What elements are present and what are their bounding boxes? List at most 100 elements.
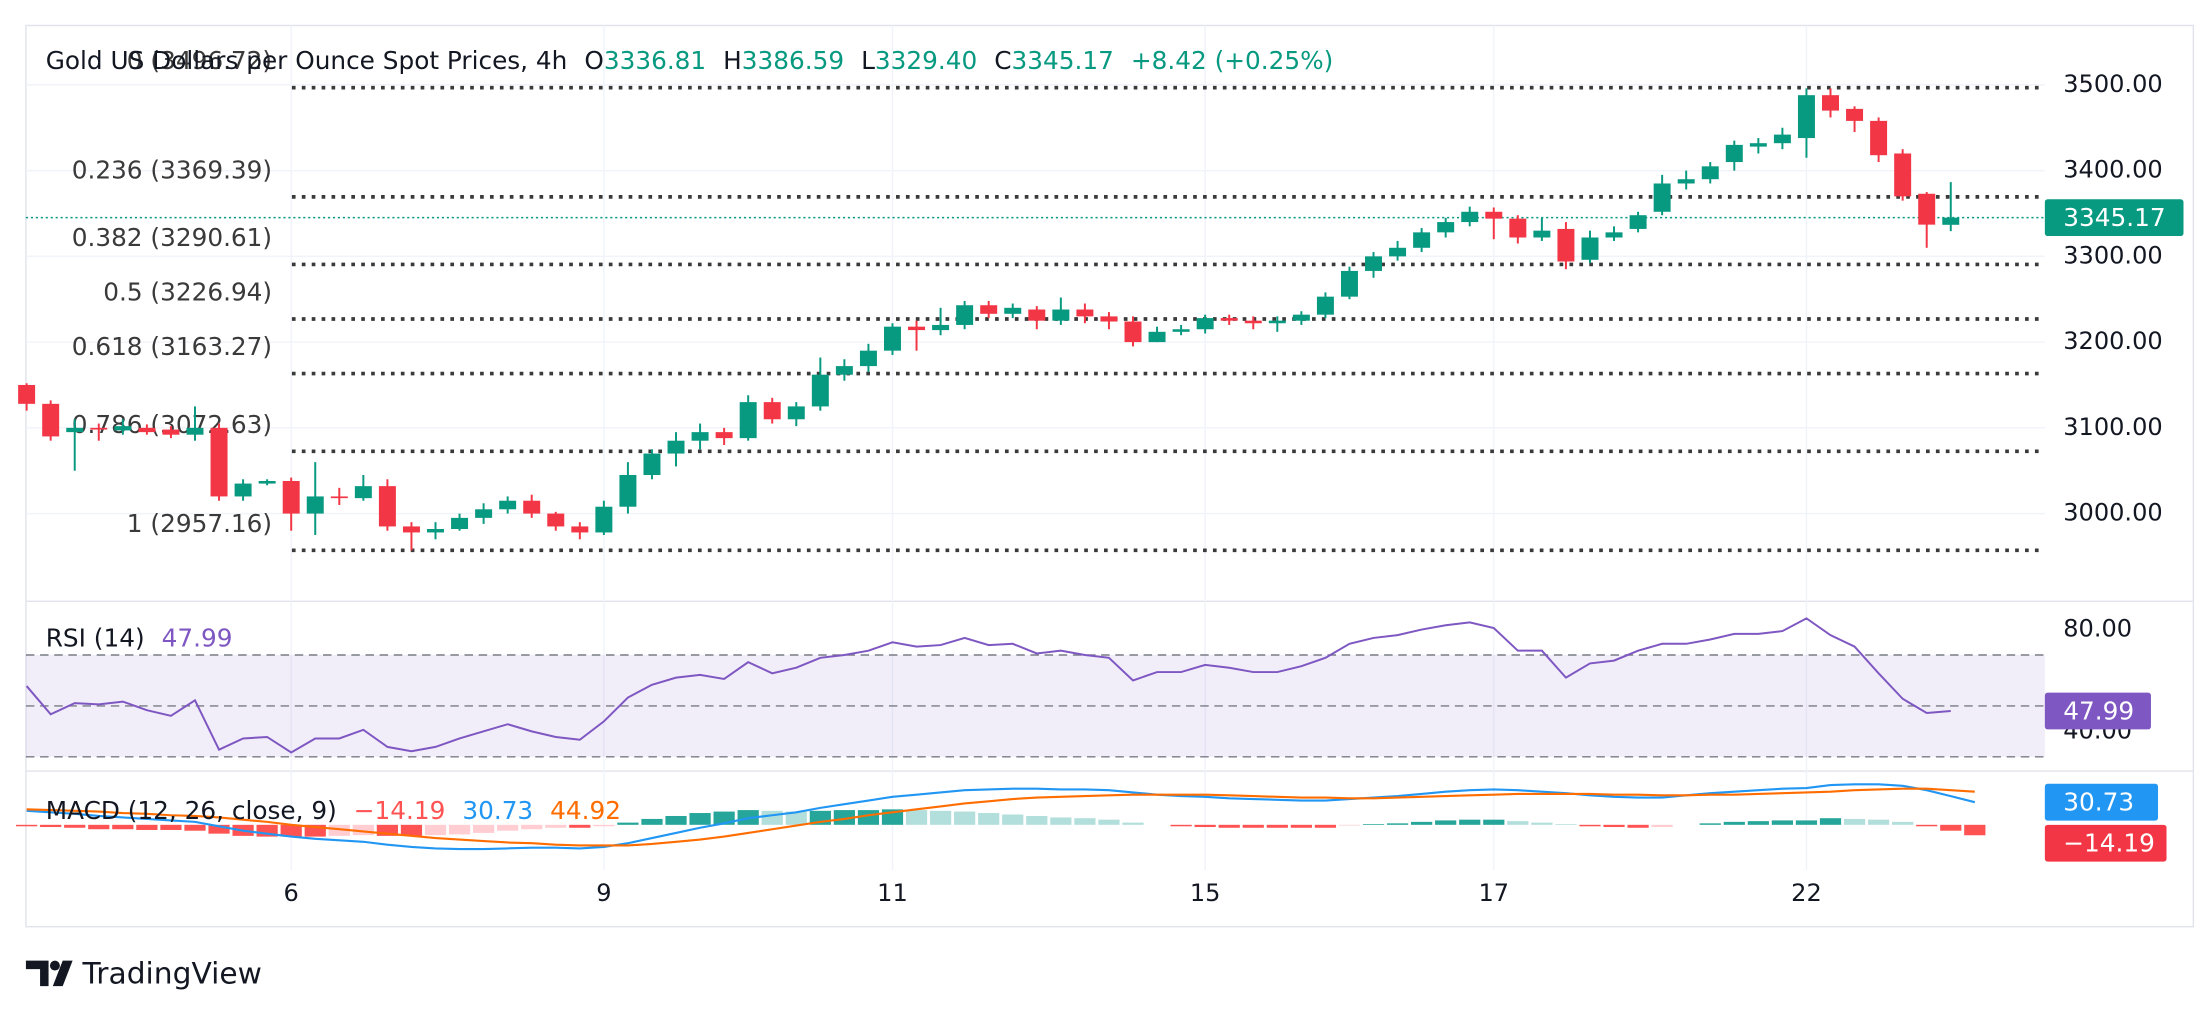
candle-body <box>908 326 926 331</box>
histogram-bar <box>1026 815 1048 825</box>
indicator-name: RSI (14) <box>46 623 145 652</box>
candle-body <box>1004 307 1022 314</box>
histogram-bar <box>1362 824 1385 825</box>
legend-key: H <box>723 46 742 75</box>
candle-body <box>1413 232 1431 248</box>
x-tick-label: 6 <box>284 879 299 907</box>
histogram-bar <box>1819 818 1842 825</box>
histogram-bar <box>1771 820 1794 825</box>
fib-label: 0.382 (3290.61) <box>72 223 272 252</box>
indicator-name: MACD (12, 26, close, 9) <box>46 796 337 825</box>
candle-body <box>451 517 469 530</box>
histogram-bar <box>1386 823 1409 825</box>
histogram-bar <box>1218 824 1240 828</box>
indicator-value: −14.19 <box>354 796 446 825</box>
histogram-bar <box>1940 824 1962 831</box>
price-badge-label: 3345.17 <box>2063 203 2165 232</box>
candle-body <box>1581 237 1599 260</box>
legend-value: 3386.59 <box>742 46 844 75</box>
histogram-bar <box>1964 824 1986 836</box>
legend-key: O <box>584 46 603 75</box>
candle-body <box>1773 134 1791 144</box>
candle-body <box>1124 321 1142 343</box>
price-badge <box>2044 199 2184 237</box>
histogram-bar <box>112 824 134 830</box>
candle-body <box>835 366 853 375</box>
candle-body <box>138 427 156 433</box>
brand-logo <box>25 960 73 987</box>
histogram-bar <box>184 824 206 831</box>
macd-badge-label: 30.73 <box>2063 788 2134 817</box>
brand-name: TradingView <box>82 956 262 991</box>
candle-body <box>1485 211 1503 219</box>
frame <box>25 24 2195 928</box>
histogram-bar <box>1892 821 1914 825</box>
candle-body <box>1196 318 1214 330</box>
histogram-bar <box>1795 820 1818 825</box>
histogram-bar <box>1314 824 1337 828</box>
histogram-bar <box>1098 819 1120 825</box>
histogram-bar <box>16 824 38 827</box>
candle-body <box>691 432 709 441</box>
candle-body <box>1052 309 1070 321</box>
histogram-bar <box>1002 814 1024 825</box>
histogram-bar <box>328 824 350 836</box>
candle-body <box>402 526 420 533</box>
legend-value: 3329.40 <box>875 46 977 75</box>
candle-body <box>787 406 805 420</box>
indicator-value: 44.92 <box>550 796 621 825</box>
histogram-bar <box>1266 824 1288 828</box>
y-tick-label: 3300.00 <box>2063 241 2162 269</box>
histogram-bar <box>593 824 615 827</box>
candle-body <box>306 496 324 514</box>
histogram-bar <box>761 810 783 825</box>
rsi-badge <box>2044 692 2151 730</box>
candle-body <box>1701 166 1719 180</box>
candle-body <box>378 486 396 527</box>
candle-body <box>980 305 998 314</box>
histogram-bar <box>1627 824 1649 828</box>
y-tick-label: 3200.00 <box>2063 327 2162 355</box>
y-tick-label: 3400.00 <box>2063 156 2162 184</box>
histogram-bar <box>1074 818 1096 825</box>
candle-body <box>1340 270 1358 297</box>
x-tick-label: 15 <box>1190 879 1221 907</box>
macd-badge <box>2044 783 2159 821</box>
histogram-bar <box>689 813 711 825</box>
candle-body <box>1918 193 1936 225</box>
x-tick-label: 22 <box>1791 879 1822 907</box>
fib-label: 0.236 (3369.39) <box>72 155 272 184</box>
macd-line <box>26 787 1975 847</box>
histogram-badge-label: −14.19 <box>2063 829 2155 858</box>
candle-body <box>763 402 781 420</box>
candle-body <box>282 480 300 514</box>
candle-body <box>330 496 348 499</box>
rsi-line <box>25 617 1951 754</box>
candle-body <box>1605 232 1623 238</box>
indicator-title: MACD (12, 26, close, 9) −14.19 30.73 44.92 <box>46 796 621 825</box>
histogram-bar <box>400 824 423 836</box>
candle-body <box>619 474 637 507</box>
histogram-bar <box>1483 819 1505 825</box>
fib-label: 1 (2957.16) <box>127 509 272 538</box>
candle-body <box>210 427 228 497</box>
indicator-value: 47.99 <box>162 623 233 652</box>
candle-body <box>1244 320 1262 324</box>
histogram-bar <box>304 824 326 837</box>
histogram-bar <box>40 824 62 828</box>
candle-body <box>667 440 685 454</box>
candle-body <box>956 305 974 325</box>
candle-body <box>1100 316 1118 322</box>
histogram-bar <box>665 815 687 825</box>
histogram-bar <box>136 824 158 830</box>
y-tick-label: 3500.00 <box>2063 70 2162 98</box>
candle-body <box>1653 183 1671 212</box>
candle-body <box>427 529 444 533</box>
legend-value: 3345.17 <box>1012 46 1114 75</box>
histogram-badge <box>2044 824 2167 862</box>
histogram-bar <box>1916 824 1938 827</box>
histogram-bar <box>521 824 543 830</box>
legend-key: C <box>994 46 1011 75</box>
histogram-bar <box>641 818 663 825</box>
